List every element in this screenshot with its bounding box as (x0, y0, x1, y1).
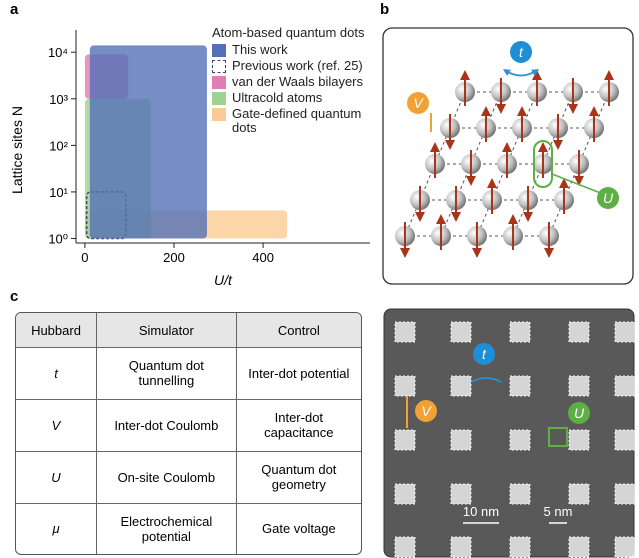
quantum-dot (395, 376, 415, 396)
quantum-dot (395, 537, 415, 557)
quantum-dot (615, 484, 635, 504)
on-site-label: U (574, 405, 585, 421)
panel-label: b (380, 1, 389, 18)
legend-swatch (212, 60, 226, 73)
legend-entry: This work (212, 43, 377, 57)
panel-label: c (10, 288, 18, 305)
quantum-dot (510, 376, 530, 396)
quantum-dot (569, 537, 589, 557)
quantum-dot (510, 537, 530, 557)
table-cell: Inter-dot capacitance (237, 400, 361, 452)
legend-label: van der Waals bilayers (232, 75, 363, 89)
table-cell: Gate voltage (237, 504, 361, 554)
figure: a b c Lattice sites N U/t 10⁰10¹10²10³10… (0, 0, 639, 558)
legend-label: This work (232, 43, 288, 57)
table-row: UOn-site CoulombQuantum dot geometry (16, 452, 361, 504)
legend-swatch (212, 76, 226, 89)
quantum-dot (451, 537, 471, 557)
table-cell: Electrochemical potential (97, 504, 237, 554)
y-tick-label: 10⁰ (48, 231, 68, 246)
scale-label: 5 nm (544, 504, 573, 519)
table-header: Control (237, 313, 361, 348)
quantum-dot (510, 430, 530, 450)
lattice-diagram: tVU (378, 26, 638, 288)
legend-swatch (212, 44, 226, 57)
quantum-dot (451, 430, 471, 450)
quantum-dot (615, 376, 635, 396)
table-cell: Inter-dot Coulomb (97, 400, 237, 452)
y-tick-label: 10¹ (49, 185, 68, 200)
legend-title: Atom-based quantum dots (212, 26, 377, 40)
quantum-dot (615, 322, 635, 342)
quantum-dot (615, 430, 635, 450)
legend-swatch (212, 92, 226, 105)
quantum-dot (395, 430, 415, 450)
quantum-dot (395, 322, 415, 342)
table-header: Hubbard (16, 313, 97, 348)
x-axis-label: U/t (214, 272, 233, 288)
table-cell: t (16, 348, 97, 400)
table-header: Simulator (97, 313, 237, 348)
scale-label: 10 nm (463, 504, 499, 519)
on-site-label: U (603, 190, 614, 206)
image-background (384, 309, 634, 557)
legend-entry: Ultracold atoms (212, 91, 377, 105)
x-tick-label: 200 (163, 250, 185, 265)
table-cell: V (16, 400, 97, 452)
table-cell: Quantum dot tunnelling (97, 348, 237, 400)
y-axis-label: Lattice sites N (9, 106, 25, 194)
quantum-dot (569, 430, 589, 450)
table-cell: On-site Coulomb (97, 452, 237, 504)
x-tick-label: 400 (252, 250, 274, 265)
table-cell: Inter-dot potential (237, 348, 361, 400)
x-tick-label: 0 (81, 250, 88, 265)
y-tick-label: 10⁴ (48, 45, 68, 60)
legend-label: Gate-defined quantum dots (232, 107, 377, 135)
legend-swatch (212, 108, 226, 121)
y-tick-label: 10³ (49, 92, 68, 107)
legend-label: Ultracold atoms (232, 91, 322, 105)
quantum-dot (569, 322, 589, 342)
quantum-dot (451, 376, 471, 396)
y-tick-label: 10² (49, 138, 68, 153)
quantum-dot (615, 537, 635, 557)
table-cell: μ (16, 504, 97, 554)
legend-label: Previous work (ref. 25) (232, 59, 363, 73)
table-cell: Quantum dot geometry (237, 452, 361, 504)
quantum-dot (451, 484, 471, 504)
legend-entry: Gate-defined quantum dots (212, 107, 377, 135)
quantum-dot (510, 484, 530, 504)
quantum-dot (451, 322, 471, 342)
range-box (90, 45, 207, 238)
legend-entry: Previous work (ref. 25) (212, 59, 377, 73)
quantum-dot (569, 484, 589, 504)
quantum-dot (395, 484, 415, 504)
quantum-dot (510, 322, 530, 342)
legend: Atom-based quantum dots This work Previou… (212, 26, 377, 137)
legend-entry: van der Waals bilayers (212, 75, 377, 89)
quantum-dot (569, 376, 589, 396)
table-cell: U (16, 452, 97, 504)
